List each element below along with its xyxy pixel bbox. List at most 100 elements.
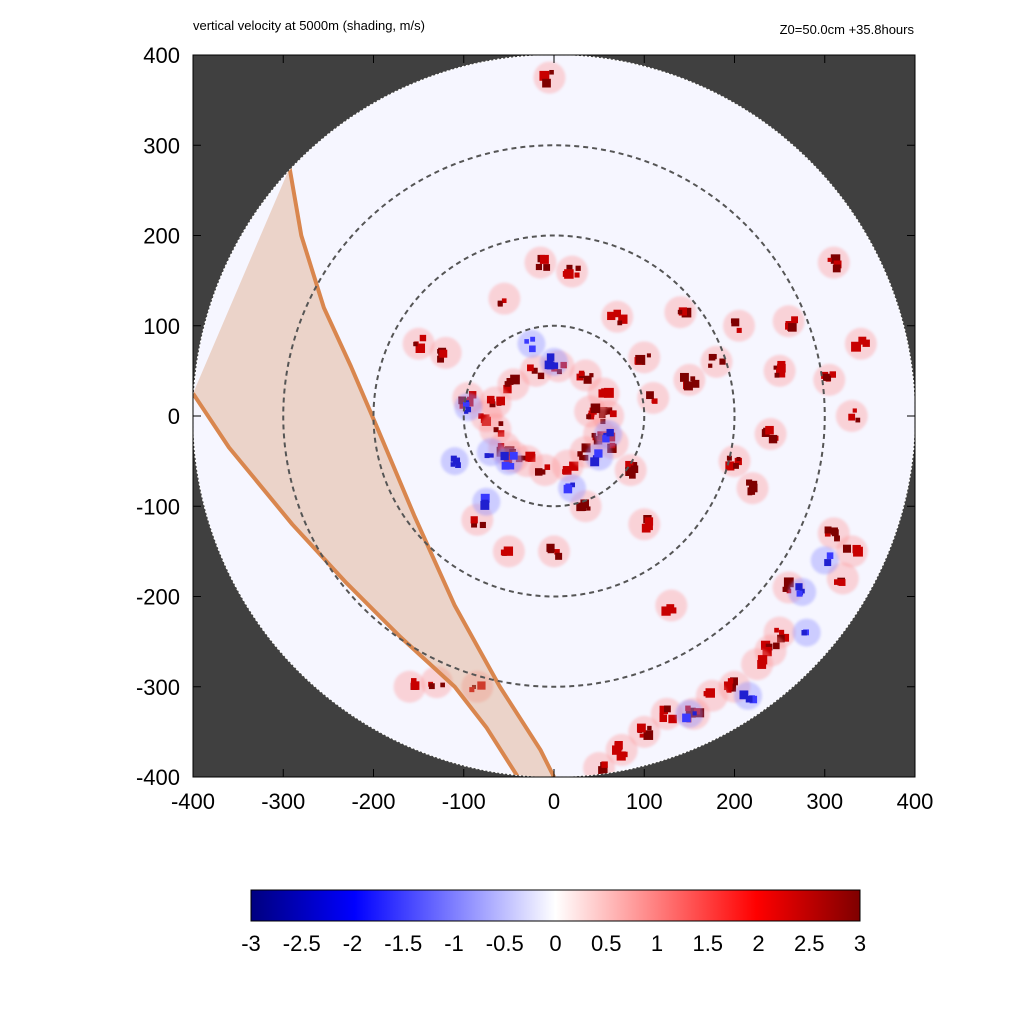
x-tick-label-0: -400 bbox=[171, 789, 215, 814]
x-tick-label-6: 200 bbox=[716, 789, 753, 814]
updraft-halo-63 bbox=[700, 345, 733, 378]
updraft-cell-27-1 bbox=[618, 314, 628, 324]
updraft-cell-15-2 bbox=[489, 401, 496, 408]
downdraft-cell-4-2 bbox=[594, 449, 603, 458]
updraft-cell-1-1 bbox=[498, 421, 504, 426]
downdraft-cell-1-2 bbox=[501, 461, 510, 470]
updraft-cell-33-0 bbox=[539, 70, 550, 81]
updraft-cell-54-3 bbox=[469, 687, 475, 693]
downdraft-cell-3-2 bbox=[605, 434, 610, 439]
downdraft-cell-1-0 bbox=[509, 451, 518, 460]
updraft-cell-24-4 bbox=[629, 471, 636, 479]
updraft-halo-46 bbox=[741, 648, 774, 681]
updraft-cell-13-0 bbox=[531, 367, 538, 374]
updraft-halo-34 bbox=[718, 445, 751, 478]
updraft-cell-61-2 bbox=[862, 339, 870, 347]
y-tick-label-0: 400 bbox=[143, 43, 180, 68]
updraft-cell-41-2 bbox=[838, 579, 846, 586]
updraft-cell-57-1 bbox=[678, 307, 687, 316]
updraft-halo-54 bbox=[461, 670, 494, 703]
updraft-cell-22-0 bbox=[554, 549, 560, 555]
updraft-cell-47-1 bbox=[730, 677, 738, 686]
y-tick-label-5: -100 bbox=[136, 494, 180, 519]
updraft-cell-51-2 bbox=[643, 730, 654, 740]
y-tick-label-8: -400 bbox=[136, 765, 180, 790]
colorbar-tick-label-3: -1.5 bbox=[384, 931, 422, 956]
velocity-cells bbox=[393, 61, 877, 777]
updraft-cell-38-3 bbox=[829, 371, 836, 378]
colorbar-tick-label-4: -1 bbox=[444, 931, 464, 956]
range-ring-0 bbox=[462, 324, 646, 508]
updraft-cell-62-4 bbox=[690, 376, 696, 382]
colorbar-tick-label-0: -3 bbox=[241, 931, 261, 956]
updraft-cell-28-1 bbox=[566, 264, 573, 271]
updraft-cell-29-3 bbox=[543, 264, 551, 271]
updraft-cell-31-2 bbox=[415, 343, 426, 353]
updraft-cell-60-3 bbox=[827, 257, 832, 262]
updraft-cell-60-4 bbox=[832, 264, 841, 273]
downdraft-cell-9-0 bbox=[795, 583, 803, 591]
updraft-cell-1-0 bbox=[493, 427, 499, 433]
updraft-cell-25-1 bbox=[652, 398, 658, 404]
updraft-cell-9-4 bbox=[609, 410, 617, 418]
updraft-cell-30-2 bbox=[497, 301, 503, 307]
colorbar-tick-label-10: 2 bbox=[752, 931, 764, 956]
updraft-cell-29-2 bbox=[540, 259, 545, 264]
updraft-cell-44-1 bbox=[781, 633, 790, 642]
updraft-cell-28-3 bbox=[562, 270, 569, 277]
range-ring-2 bbox=[282, 144, 826, 688]
updraft-cell-35-2 bbox=[747, 487, 756, 495]
updraft-cell-29-4 bbox=[535, 263, 543, 271]
updraft-cell-26-1 bbox=[646, 353, 651, 358]
updraft-cell-64-2 bbox=[661, 606, 671, 616]
updraft-cell-37-1 bbox=[773, 365, 778, 370]
updraft-cell-38-4 bbox=[825, 375, 832, 382]
updraft-cell-34-2 bbox=[726, 455, 732, 461]
range-rings bbox=[282, 144, 826, 688]
y-tick-label-6: -200 bbox=[136, 585, 180, 610]
updraft-cell-28-0 bbox=[574, 272, 580, 278]
updraft-cell-28-2 bbox=[564, 269, 574, 279]
updraft-cell-44-0 bbox=[779, 629, 785, 635]
updraft-cell-45-3 bbox=[762, 646, 772, 657]
updraft-cell-54-1 bbox=[471, 684, 477, 690]
updraft-cell-63-2 bbox=[708, 363, 713, 368]
updraft-cell-40-3 bbox=[824, 526, 832, 534]
downdraft-cell-9-3 bbox=[796, 590, 803, 597]
colorbar-tick-label-11: 2.5 bbox=[794, 931, 825, 956]
updraft-cell-43-3 bbox=[784, 584, 791, 590]
updraft-cell-20-1 bbox=[470, 516, 478, 524]
updraft-cell-23-1 bbox=[582, 506, 587, 511]
colorbar-tick-label-12: 3 bbox=[854, 931, 866, 956]
updraft-cell-6-0 bbox=[569, 461, 579, 471]
updraft-cell-43-2 bbox=[783, 577, 794, 588]
x-axis: -400 -300 -200 -100 0 100 200 300 400 bbox=[171, 55, 933, 814]
updraft-cell-39-2 bbox=[855, 417, 861, 423]
updraft-cell-58-1 bbox=[731, 318, 740, 327]
updraft-cell-42-2 bbox=[852, 544, 861, 554]
updraft-cell-36-3 bbox=[765, 425, 774, 435]
chart-title: vertical velocity at 5000m (shading, m/s… bbox=[193, 18, 425, 33]
updraft-cell-16-4 bbox=[590, 403, 601, 414]
updraft-cell-52-4 bbox=[614, 742, 623, 751]
updraft-cell-27-0 bbox=[607, 311, 616, 321]
updraft-halo-56 bbox=[393, 670, 426, 703]
updraft-halo-11 bbox=[569, 359, 602, 392]
updraft-cell-0-3 bbox=[478, 413, 484, 419]
downdraft-cell-1-3 bbox=[500, 451, 509, 461]
updraft-cell-11-4 bbox=[578, 370, 585, 377]
downdraft-cell-3-3 bbox=[606, 428, 614, 437]
updraft-cell-61-1 bbox=[858, 336, 867, 345]
updraft-cell-47-2 bbox=[723, 681, 733, 691]
downdraft-cell-7-0 bbox=[480, 493, 490, 503]
updraft-cell-27-2 bbox=[617, 320, 623, 326]
downdraft-cell-14-0 bbox=[529, 345, 536, 353]
updraft-cell-48-2 bbox=[705, 688, 715, 698]
x-tick-label-5: 100 bbox=[626, 789, 663, 814]
updraft-halo-62 bbox=[673, 363, 706, 396]
updraft-cell-15-3 bbox=[496, 396, 506, 406]
updraft-halo-42 bbox=[835, 535, 868, 568]
downdraft-cell-6-1 bbox=[450, 462, 456, 467]
band-edge-1 bbox=[287, 167, 556, 777]
